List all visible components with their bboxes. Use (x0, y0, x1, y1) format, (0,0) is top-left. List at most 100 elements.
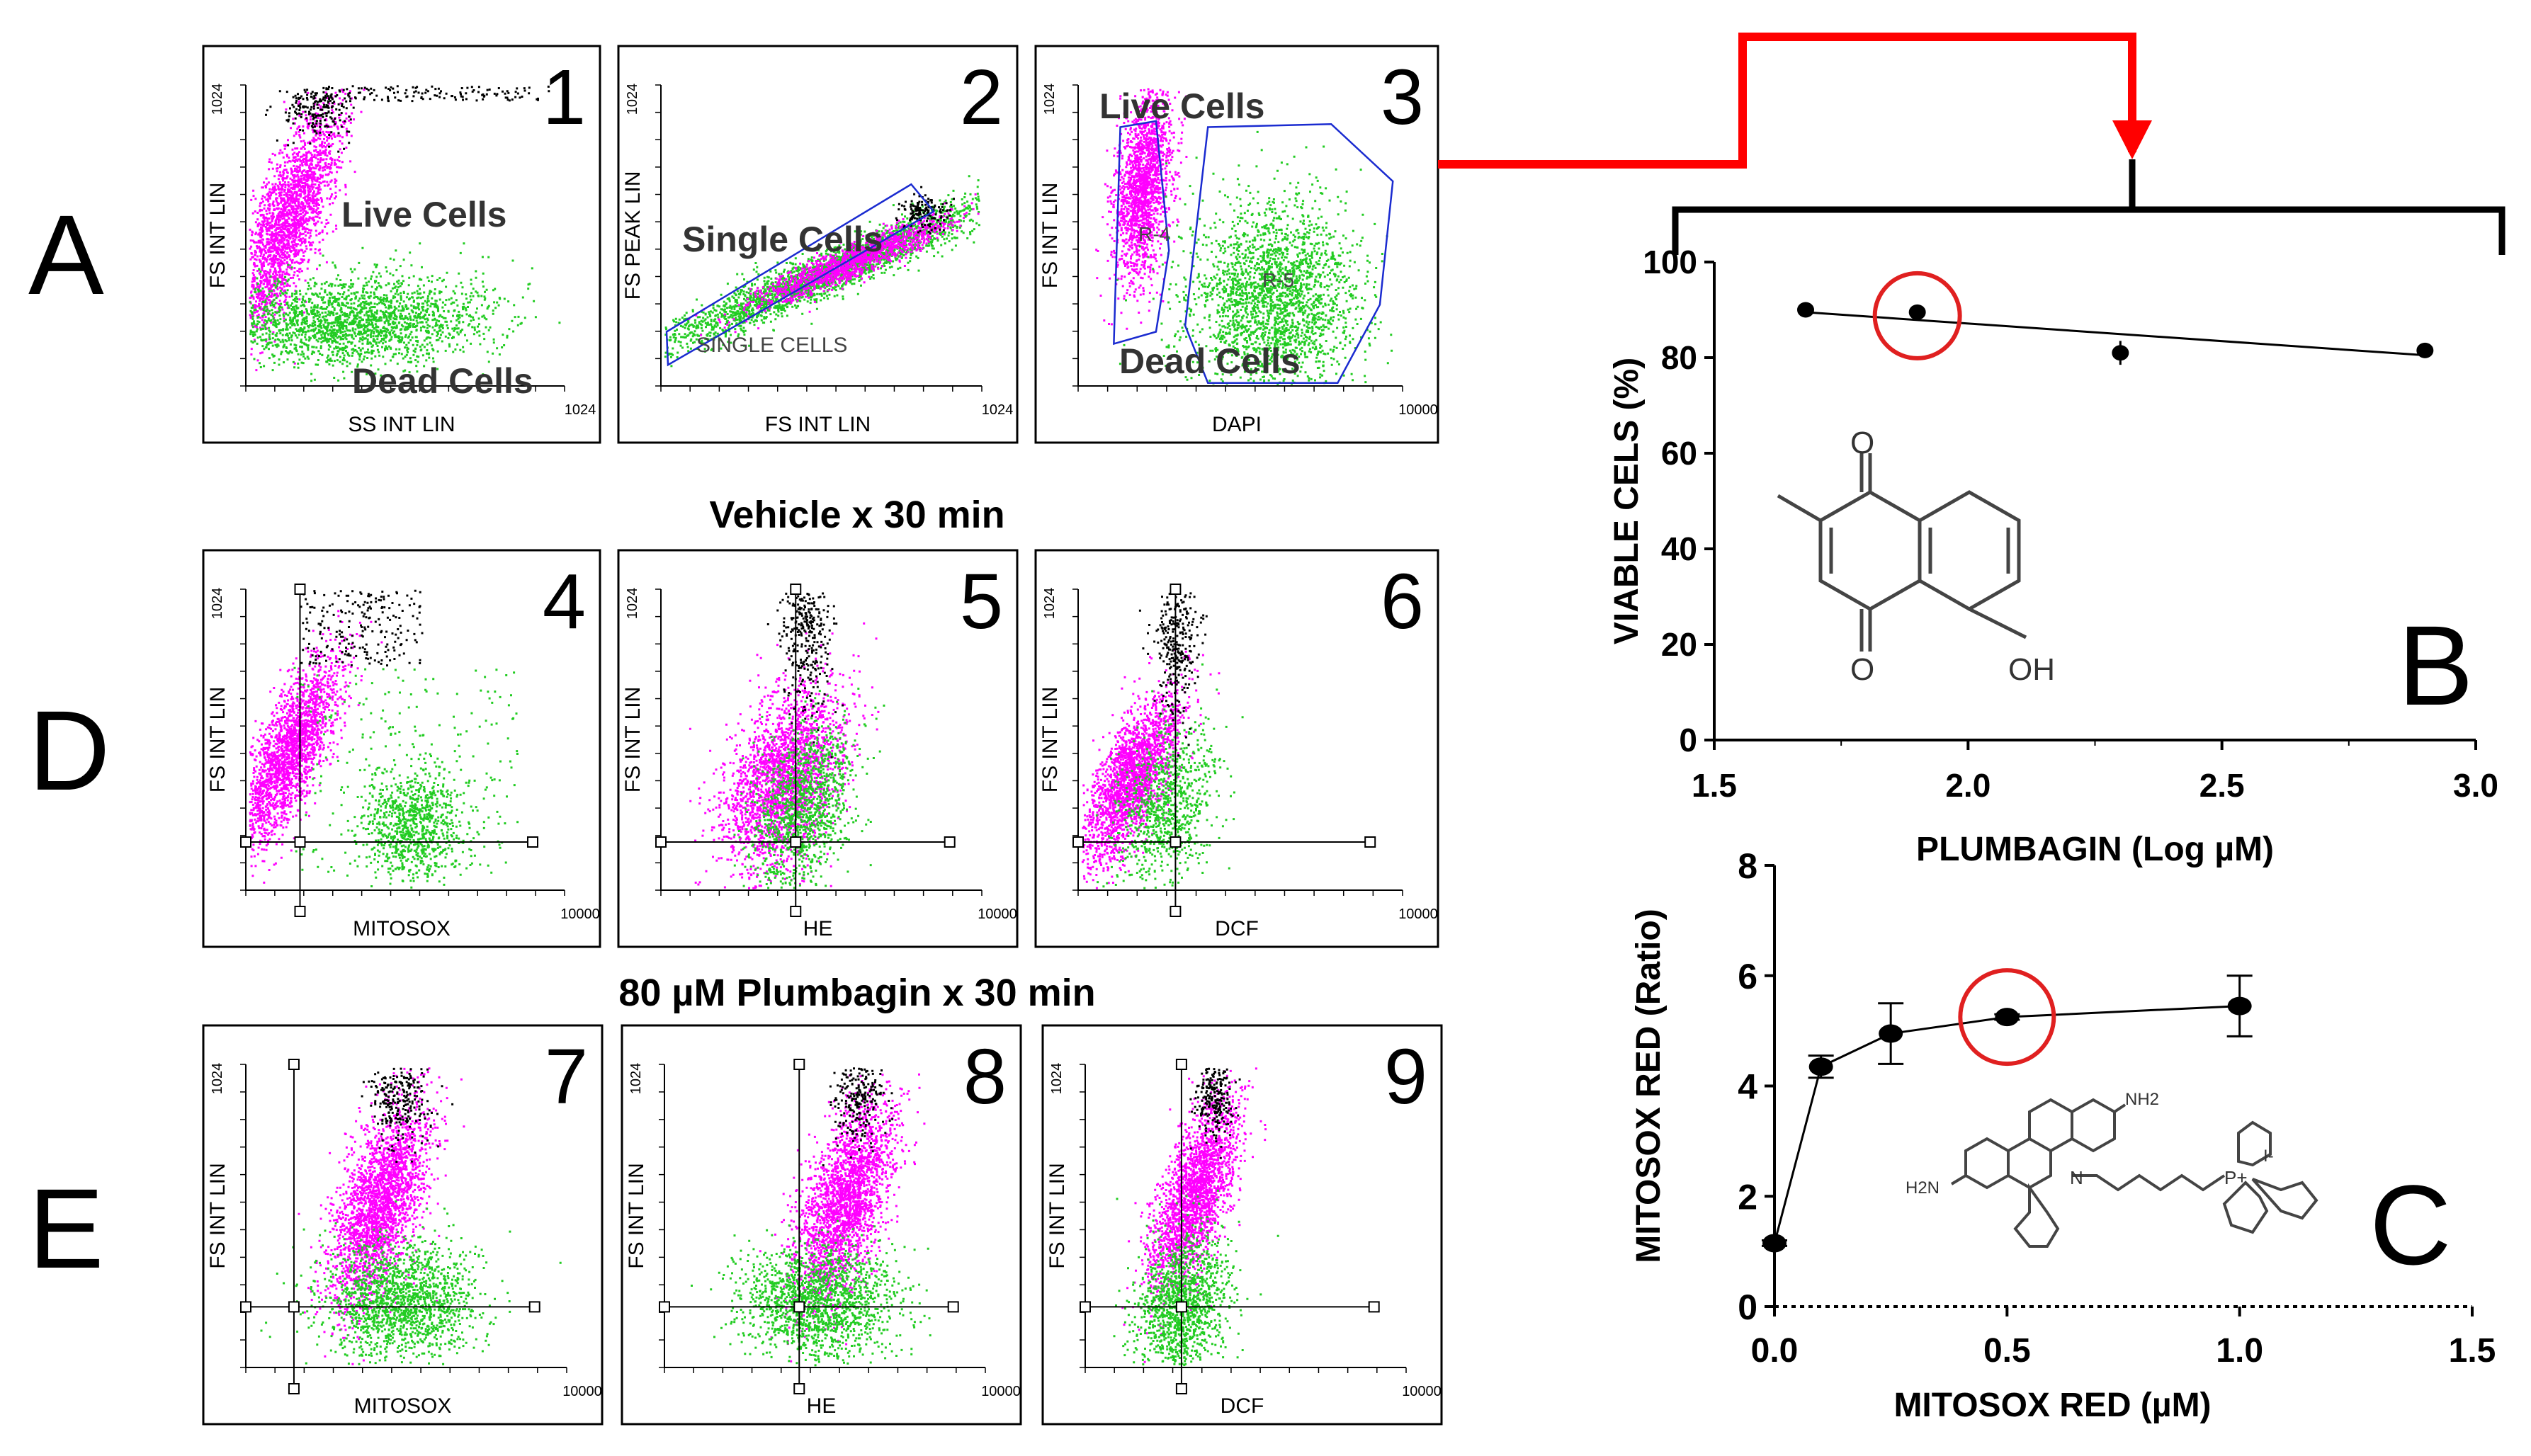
mitosox-p: P+ (2224, 1167, 2248, 1188)
x-axis-label: MITOSOX (353, 917, 451, 940)
green-population (691, 1213, 932, 1367)
pink-population (249, 610, 383, 884)
flow-panel-7: MITOSOX FS INT LIN 10000 1024 7 (202, 1024, 604, 1426)
viability-chart: 0 20 40 60 80 100 1.5 2.0 2.5 3.0 PLUMBAGIN (Log µ… (1608, 244, 2498, 868)
pink-population-points (249, 610, 383, 884)
label-live-cells: Live Cells (1099, 86, 1264, 126)
x-max-label: 10000 (560, 906, 600, 922)
mitosox-structure: NH2 H2N N P+ I- (1906, 1090, 2318, 1248)
plumbagin-structure: O O OH (1777, 426, 2055, 687)
data-point (1995, 1008, 2020, 1027)
x-max-label: 1024 (982, 402, 1014, 418)
black-population (1138, 592, 1208, 757)
panel-frame (617, 45, 1019, 444)
quadrant-handle (294, 584, 306, 595)
pink-population (1081, 649, 1221, 889)
label-dead-cells: Dead Cells (1119, 341, 1301, 381)
x-axis-label: HE (803, 917, 833, 940)
row-label-a: A (28, 191, 104, 318)
quadrant-handle (790, 584, 802, 595)
y-tick-label: 2 (1738, 1177, 1757, 1217)
row-title-plumbagin: 80 µM Plumbagin x 30 min (618, 972, 1095, 1014)
y-axis-label: FS INT LIN (206, 1163, 230, 1268)
y-axis-label: FS INT LIN (206, 687, 230, 792)
row-label-e: E (28, 1165, 104, 1292)
flow-panel-5: HE FS INT LIN 10000 1024 5 (617, 549, 1019, 948)
y-axis-label: FS INT LIN (1038, 183, 1062, 288)
x-max-label: 1024 (565, 402, 596, 418)
r5-dead (1116, 130, 1393, 385)
connector-arrowhead (2112, 120, 2152, 159)
green-population (1095, 663, 1244, 889)
y-max-label: 1024 (1042, 84, 1058, 115)
series-line (1773, 1005, 2240, 1244)
y-max-label: 1024 (210, 1063, 225, 1095)
quadrant-handle (1170, 836, 1182, 848)
y-tick-label: 60 (1661, 435, 1697, 472)
y-tick-label: 40 (1661, 530, 1697, 567)
panel-number: 2 (960, 54, 1003, 141)
plumbagin-oh: OH (2008, 652, 2055, 687)
plumbagin-o-top: O (1850, 426, 1874, 460)
single-pink-points (688, 193, 980, 336)
black-population (361, 1067, 454, 1163)
single-green-points (664, 175, 980, 368)
y-max-label: 1024 (1049, 1063, 1065, 1095)
x-axis-label: PLUMBAGIN (Log µM) (1916, 831, 2274, 868)
quadrant-handle (790, 836, 802, 848)
quadrant-handle (1175, 1059, 1187, 1070)
data-point (1762, 1234, 1787, 1253)
x-axis-label: DCF (1221, 1394, 1264, 1418)
x-axis-label: SS INT LIN (348, 413, 455, 436)
r4-live-points (1095, 88, 1188, 330)
pink-population (1121, 1067, 1267, 1363)
quadrant-handle (659, 1301, 670, 1313)
panel-number: 1 (543, 54, 586, 141)
data-point (1908, 304, 1926, 320)
black-population-points (300, 589, 424, 667)
panel-frame (621, 1024, 1022, 1426)
y-tick-label: 6 (1738, 957, 1757, 996)
mitosox-chart: 0 2 4 6 8 0.0 0.5 1.0 1.5 MITOSOX RED (µM) MITOSOX… (1630, 846, 2496, 1424)
pink-population (689, 622, 880, 889)
black-population (1189, 1067, 1241, 1159)
flow-panel-9: DCF FS INT LIN 10000 1024 9 (1041, 1024, 1443, 1426)
green-population-points (340, 743, 502, 889)
debris-top-points (294, 85, 550, 103)
x-axis-label: HE (807, 1394, 837, 1418)
y-axis-label: MITOSOX RED (Ratio) (1630, 909, 1667, 1263)
row-title-vehicle: Vehicle x 30 min (709, 494, 1004, 536)
quadrant-handle (1368, 1301, 1380, 1313)
live-population-points (249, 89, 366, 372)
quadrant-handle (288, 1301, 300, 1313)
single-cells-gate (665, 183, 935, 367)
quadrant-handle (947, 1301, 959, 1313)
single-debris-points (895, 186, 955, 234)
r4-live (1095, 88, 1188, 330)
quadrant-handle (1170, 906, 1182, 917)
y-tick-label: 0 (1679, 722, 1697, 758)
x-tick-label: 1.5 (2449, 1332, 2496, 1370)
quadrant-handle (1080, 1301, 1091, 1313)
quadrant-handle (288, 1383, 300, 1394)
y-axis-label: FS INT LIN (621, 687, 645, 792)
y-max-label: 1024 (625, 84, 640, 115)
y-tick-label: 4 (1738, 1067, 1757, 1107)
label-live-cells: Live Cells (341, 195, 506, 234)
y-tick-label: 80 (1661, 339, 1697, 376)
mitosox-n: N (2070, 1167, 2083, 1188)
quadrant-handle (240, 836, 251, 848)
data-point (1808, 1057, 1833, 1076)
panel-number: 8 (963, 1033, 1007, 1120)
y-tick-label: 100 (1643, 244, 1697, 280)
y-tick-label: 20 (1661, 626, 1697, 663)
x-tick-label: 0.0 (1751, 1332, 1799, 1370)
data-point (1879, 1024, 1903, 1043)
black-population-points (1138, 592, 1208, 757)
flow-panel-3: DAPI FS INT LIN 10000 1024 3 Live Cells Dead C… (1034, 45, 1439, 444)
data-point (2112, 345, 2129, 361)
highlight-circle (1958, 968, 2056, 1067)
label-r4: R-4 (1138, 223, 1170, 245)
row-label-d: D (28, 687, 111, 814)
